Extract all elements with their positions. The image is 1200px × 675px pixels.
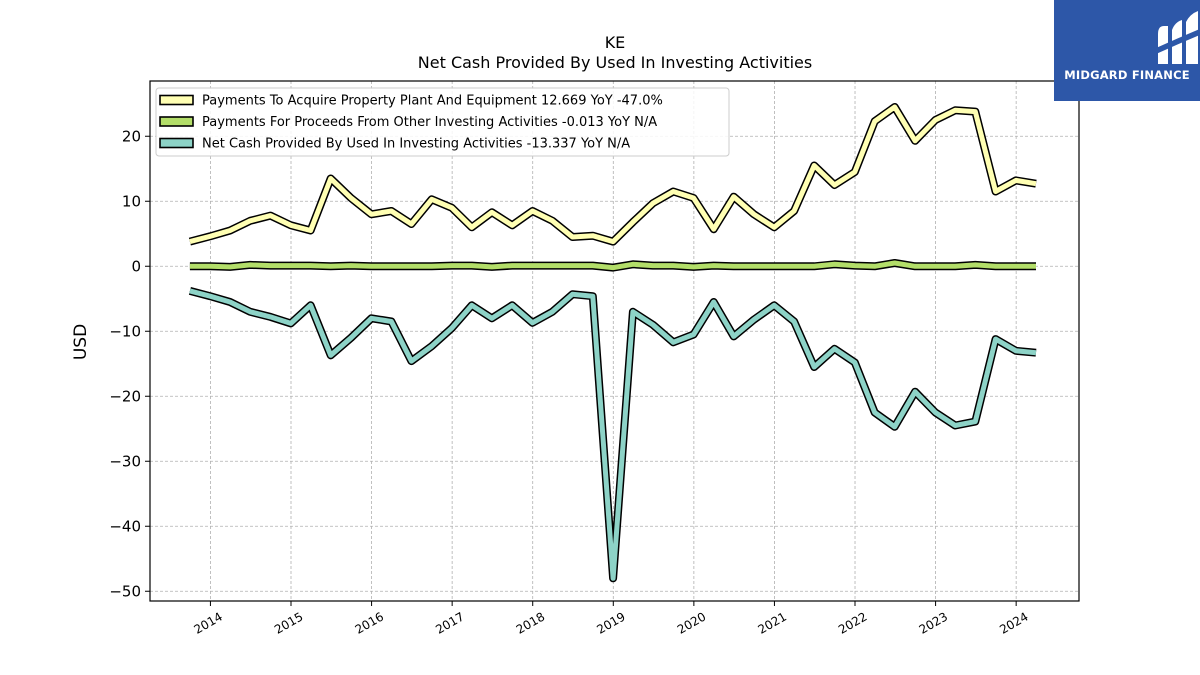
chart-subtitle: Net Cash Provided By Used In Investing A… <box>418 53 812 72</box>
y-tick-label: −10 <box>109 322 141 340</box>
y-tick-label: −20 <box>109 387 141 405</box>
series-lines <box>188 103 1037 583</box>
y-axis-label: USD <box>71 324 91 360</box>
x-tick-label: 2015 <box>272 609 305 636</box>
x-tick-label: 2017 <box>433 609 466 636</box>
x-tick-label: 2022 <box>836 609 869 636</box>
legend-label: Payments To Acquire Property Plant And E… <box>202 94 663 109</box>
x-tick-label: 2023 <box>917 609 950 636</box>
brand-logo: MIDGARD FINANCE <box>1054 0 1200 101</box>
y-tick-label: −50 <box>109 582 141 600</box>
y-tick-label: 20 <box>122 127 141 145</box>
legend-swatch <box>159 116 194 127</box>
series-line <box>189 104 1037 245</box>
chart-title: KE <box>605 33 626 52</box>
plot-area-frame <box>149 80 1080 602</box>
legend-swatch <box>159 137 194 149</box>
x-tick-label: 2024 <box>997 609 1030 636</box>
legend-swatch <box>159 94 194 106</box>
x-axis-ticks: 2014 2015 2016 2017 2018 2019 2020 2021 2022 2023… <box>191 601 1031 637</box>
x-tick-label: 2020 <box>675 609 708 636</box>
series-line <box>189 288 1037 581</box>
legend-label: Payments For Proceeds From Other Investi… <box>202 115 657 130</box>
x-tick-label: 2019 <box>594 609 627 636</box>
legend-label: Net Cash Provided By Used In Investing A… <box>202 137 630 152</box>
midgard-logo-icon <box>1156 11 1200 64</box>
x-tick-label: 2016 <box>353 609 386 636</box>
series-line <box>189 260 1036 271</box>
legend: Payments To Acquire Property Plant And E… <box>155 87 730 157</box>
x-tick-label: 2021 <box>755 609 788 636</box>
brand-logo-text: MIDGARD FINANCE <box>1064 68 1190 82</box>
x-tick-label: 2018 <box>514 609 547 636</box>
series-line-outline <box>188 287 1037 583</box>
x-tick-label: 2014 <box>191 609 224 636</box>
y-tick-label: −30 <box>109 452 141 470</box>
y-tick-label: 0 <box>131 257 141 275</box>
y-axis-ticks: 20 10 0 −10 −20 −30 −40 −50 <box>109 127 150 600</box>
legend-box <box>155 87 730 157</box>
y-tick-label: 10 <box>122 192 141 210</box>
y-tick-label: −40 <box>109 517 141 535</box>
